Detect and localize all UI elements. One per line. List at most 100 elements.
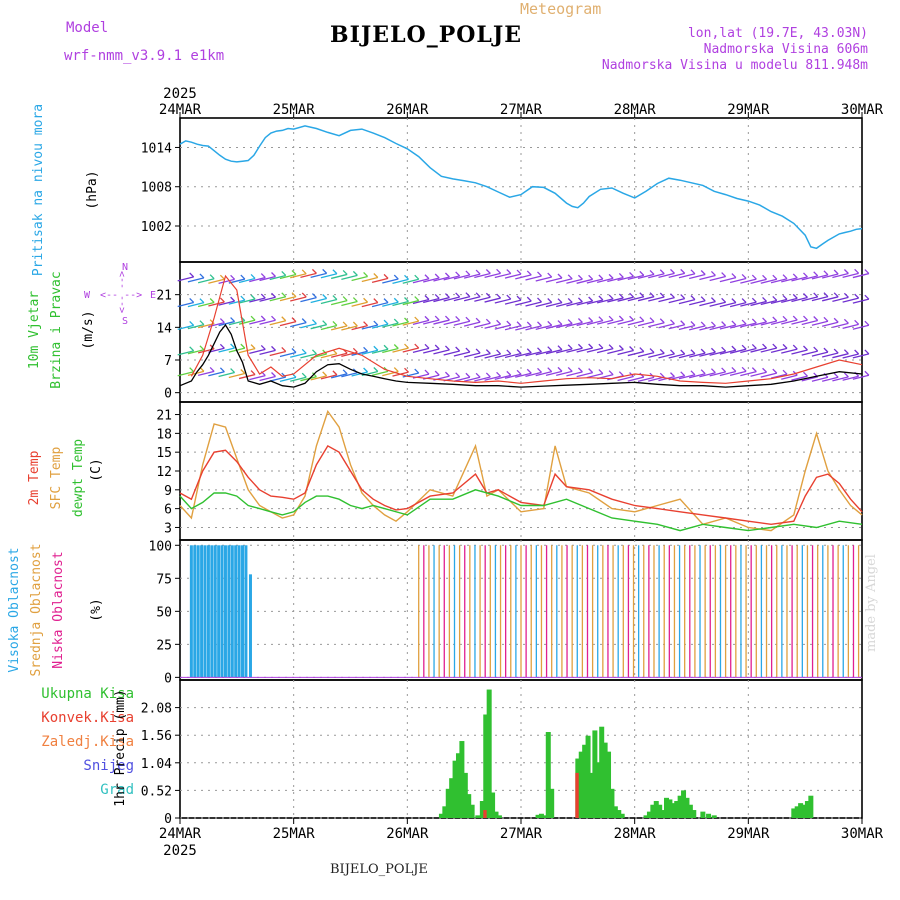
wind-barb-head xyxy=(567,366,573,372)
wind-barb xyxy=(627,274,644,280)
wind-barb-head xyxy=(311,293,317,299)
wind-barb-head xyxy=(465,270,471,276)
wind-barb xyxy=(740,278,757,284)
wind-barb-head xyxy=(690,349,696,355)
high-cloud-bar xyxy=(220,545,224,678)
wind-barb xyxy=(811,351,829,357)
wind-barb-head xyxy=(199,273,205,279)
wind-barb xyxy=(279,376,297,382)
precip-bar xyxy=(535,814,541,818)
wind-barb xyxy=(535,350,552,356)
wind-barb xyxy=(801,376,818,382)
high-cloud-bar xyxy=(223,545,227,678)
wind-barb xyxy=(504,373,522,379)
wind-barb-head xyxy=(608,294,614,300)
wind-barb-head xyxy=(608,370,614,376)
precip-bar xyxy=(801,804,807,818)
wind-barb-head xyxy=(557,366,563,372)
wind-barb-head xyxy=(363,297,369,303)
wind-barb-head xyxy=(792,315,798,321)
wind-barb xyxy=(852,298,870,304)
wind-barb-head xyxy=(516,369,522,375)
wind-barb-head xyxy=(219,297,225,303)
cloud-ytick-label: 0 xyxy=(164,671,172,686)
wind-barb xyxy=(525,371,542,377)
wind-barb-head xyxy=(496,371,502,377)
wind-barb xyxy=(729,301,747,308)
wind-barb-head xyxy=(680,349,686,355)
wind-barb xyxy=(218,278,235,284)
precip-ytick-label: 2.08 xyxy=(141,702,172,717)
wind-barb xyxy=(341,325,358,331)
wind-barb xyxy=(791,375,808,381)
precip-bar xyxy=(646,811,652,818)
wind-barb xyxy=(791,319,808,325)
wind-barb xyxy=(371,370,389,376)
wind-barb xyxy=(515,274,532,280)
wind-barb xyxy=(607,348,624,355)
cloud-ylabel-low: Niska Oblacnost xyxy=(51,551,66,668)
wind-barb xyxy=(760,278,777,284)
wind-barb-head xyxy=(322,268,328,274)
wind-barb xyxy=(709,275,726,282)
precip-bar xyxy=(452,760,458,818)
wind-barb xyxy=(689,352,706,358)
x-tick-label-top: 26MAR xyxy=(386,102,429,118)
wind-barb xyxy=(453,376,471,382)
wind-barb xyxy=(545,370,563,376)
high-cloud-bar xyxy=(196,545,200,678)
wind-barb xyxy=(392,347,409,353)
precip-conv-bar xyxy=(483,810,489,818)
precip-ytick-label: 1.04 xyxy=(141,757,172,772)
wind-barb-head xyxy=(496,293,502,299)
wind-barb-head xyxy=(843,318,849,324)
wind-barb xyxy=(330,299,348,306)
wind-barb-head xyxy=(332,370,338,376)
wind-barb xyxy=(576,300,593,306)
wind-barb xyxy=(719,276,737,283)
wind-barb xyxy=(617,375,634,382)
wind-barb xyxy=(504,325,522,331)
wind-barb-head xyxy=(352,321,358,327)
wind-barb-head xyxy=(772,316,778,322)
wind-barb-head xyxy=(751,344,757,349)
wind-barb-head xyxy=(373,320,379,326)
wind-barb xyxy=(668,272,685,279)
wind-barb xyxy=(474,272,491,279)
precip-bar xyxy=(475,815,481,818)
precip-bar xyxy=(700,811,706,818)
pressure-ytick-label: 1014 xyxy=(141,141,172,156)
wind-barb xyxy=(433,296,450,303)
wind-barb xyxy=(208,278,225,284)
wind-barb-head xyxy=(537,367,542,373)
wind-barb-head xyxy=(189,346,195,352)
wind-barb-head xyxy=(608,344,614,350)
wind-barb xyxy=(822,273,839,279)
wind-barb-head xyxy=(670,349,675,355)
wind-barb-head xyxy=(690,321,696,326)
wind-barb-head xyxy=(301,348,307,354)
wind-barb xyxy=(187,324,205,330)
wind-barb-head xyxy=(189,272,195,278)
wind-barb xyxy=(279,273,297,280)
high-cloud-bar xyxy=(230,545,234,678)
wind-barb xyxy=(371,277,389,284)
wind-barb-head xyxy=(577,367,583,373)
wind-barb-head xyxy=(547,272,553,278)
wind-barb-head xyxy=(281,347,287,352)
wind-barb-head xyxy=(864,349,870,355)
wind-barb xyxy=(556,348,573,354)
wind-barb-head xyxy=(741,298,747,304)
precip-bar xyxy=(469,804,475,818)
precip-bar xyxy=(616,810,622,818)
wind-barb xyxy=(750,278,767,284)
cloud-ylabel-unit: (%) xyxy=(89,598,104,621)
wind-barb-head xyxy=(772,296,778,301)
wind-barb-head xyxy=(363,321,369,327)
wind-barb-head xyxy=(639,347,645,353)
wind-barb xyxy=(709,301,726,307)
precip-legend-item: Snijeg xyxy=(83,758,134,774)
wind-barb xyxy=(290,376,307,382)
wind-barb-head xyxy=(485,318,491,324)
temperature-panel: 3 6 9 12 15 18 21 xyxy=(156,401,863,541)
